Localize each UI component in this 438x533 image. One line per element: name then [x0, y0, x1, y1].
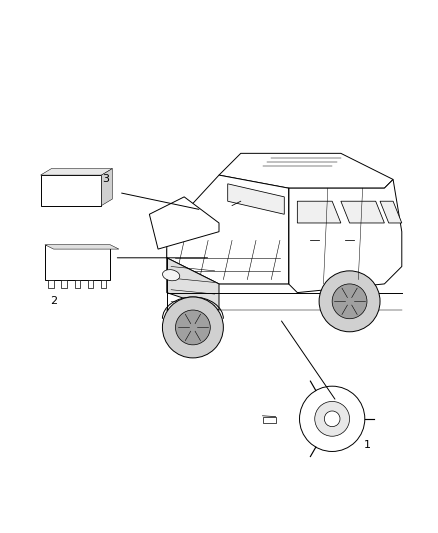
Circle shape: [324, 411, 340, 426]
Polygon shape: [228, 184, 284, 214]
Circle shape: [319, 271, 380, 332]
FancyBboxPatch shape: [74, 279, 80, 288]
Polygon shape: [341, 201, 385, 223]
FancyBboxPatch shape: [48, 279, 53, 288]
Polygon shape: [45, 245, 119, 249]
FancyBboxPatch shape: [101, 279, 106, 288]
Polygon shape: [41, 168, 113, 175]
Circle shape: [300, 386, 365, 451]
Polygon shape: [380, 201, 402, 223]
FancyBboxPatch shape: [61, 279, 67, 288]
Polygon shape: [149, 197, 219, 249]
Polygon shape: [289, 180, 402, 293]
FancyBboxPatch shape: [262, 417, 276, 423]
Polygon shape: [167, 232, 289, 284]
Text: 2: 2: [50, 296, 57, 306]
Polygon shape: [297, 201, 341, 223]
Circle shape: [332, 284, 367, 319]
Circle shape: [315, 401, 350, 436]
FancyBboxPatch shape: [88, 279, 93, 288]
Polygon shape: [167, 175, 289, 284]
FancyBboxPatch shape: [41, 175, 102, 206]
Text: 3: 3: [102, 174, 110, 184]
Text: 1: 1: [364, 440, 371, 450]
Ellipse shape: [162, 270, 180, 281]
Polygon shape: [102, 168, 113, 206]
Polygon shape: [219, 154, 393, 188]
Polygon shape: [167, 258, 219, 310]
Circle shape: [176, 310, 210, 345]
Circle shape: [162, 297, 223, 358]
FancyBboxPatch shape: [45, 245, 110, 279]
